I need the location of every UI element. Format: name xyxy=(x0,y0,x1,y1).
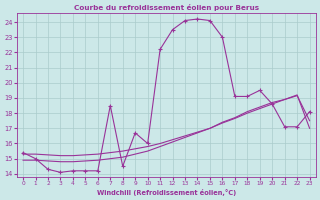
X-axis label: Windchill (Refroidissement éolien,°C): Windchill (Refroidissement éolien,°C) xyxy=(97,189,236,196)
Title: Courbe du refroidissement éolien pour Berus: Courbe du refroidissement éolien pour Be… xyxy=(74,4,259,11)
